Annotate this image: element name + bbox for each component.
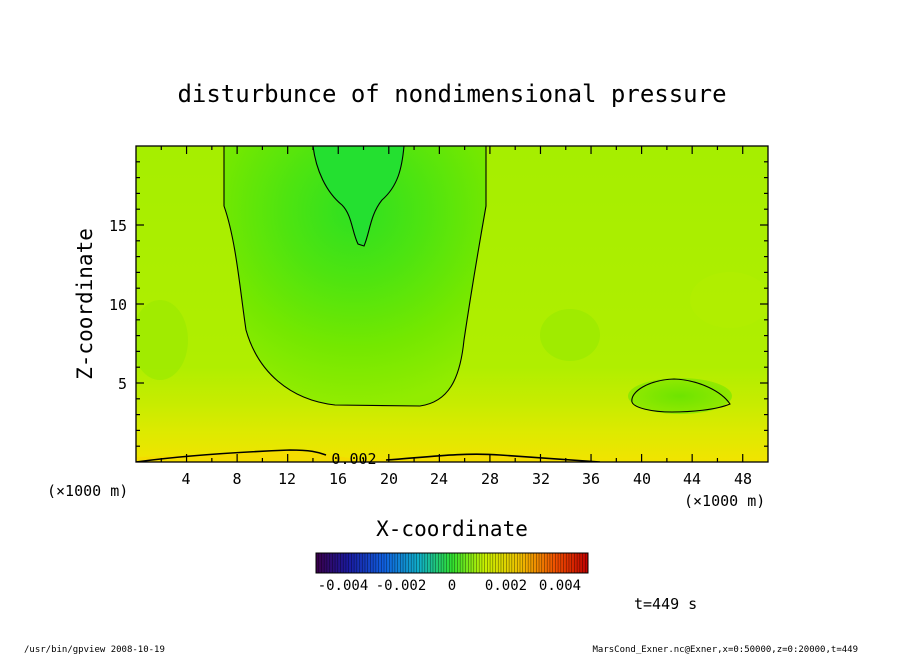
contour-field [136, 146, 768, 462]
x-tick-label: 40 [633, 470, 651, 488]
colorbar-tick-labels: -0.004 -0.002 0 0.002 0.004 [318, 578, 581, 594]
x-axis-tick-labels: 4 8 12 16 20 24 28 32 36 40 44 48 [181, 470, 752, 488]
colorbar-tick-label: 0.002 [485, 578, 527, 594]
x-tick-label: 44 [683, 470, 701, 488]
y-axis-tick-labels: 5 10 15 [109, 217, 127, 393]
surface-high-region [136, 450, 600, 462]
field-patch [690, 272, 768, 328]
x-tick-label: 20 [380, 470, 398, 488]
x-axis-unit: (×1000 m) [684, 492, 765, 510]
x-tick-label: 32 [532, 470, 550, 488]
contour-label: 0.002 [331, 450, 376, 468]
contour-line-surface [136, 449, 601, 462]
field-patch [540, 309, 600, 361]
y-axis-ticks [136, 161, 768, 447]
y-axis-title: Z-coordinate [73, 228, 97, 380]
lobe-region [628, 378, 732, 414]
x-tick-label: 4 [181, 470, 190, 488]
x-tick-label: 8 [232, 470, 241, 488]
y-tick-label: 5 [118, 375, 127, 393]
x-tick-label: 28 [481, 470, 499, 488]
y-tick-label: 15 [109, 217, 127, 235]
y-axis-unit: (×1000 m) [47, 482, 128, 500]
x-tick-label: 12 [278, 470, 296, 488]
y-tick-label: 10 [109, 296, 127, 314]
chart-title: disturbunce of nondimensional pressure [177, 80, 726, 108]
colorbar-tick-label: 0 [448, 578, 456, 594]
contour-line-core [312, 146, 405, 247]
field-patch [136, 300, 188, 380]
footer-right: MarsCond_Exner.nc@Exner,x=0:50000,z=0:20… [592, 645, 858, 654]
x-tick-label: 36 [582, 470, 600, 488]
x-tick-label: 16 [329, 470, 347, 488]
plume-region [224, 146, 486, 406]
time-label: t=449 s [634, 595, 697, 613]
contour-line-lobe [631, 378, 731, 413]
x-tick-label: 24 [430, 470, 448, 488]
contour-line-plume [223, 146, 487, 407]
footer-left: /usr/bin/gpview 2008-10-19 [24, 645, 165, 654]
plume-core-region [313, 146, 404, 246]
colorbar-tick-label: -0.004 [318, 578, 369, 594]
colorbar-tick-label: 0.004 [539, 578, 581, 594]
colorbar-bands [318, 553, 586, 573]
x-axis-title: X-coordinate [376, 517, 528, 541]
colorbar-tick-label: -0.002 [376, 578, 427, 594]
x-tick-label: 48 [734, 470, 752, 488]
x-axis-ticks [160, 146, 744, 462]
